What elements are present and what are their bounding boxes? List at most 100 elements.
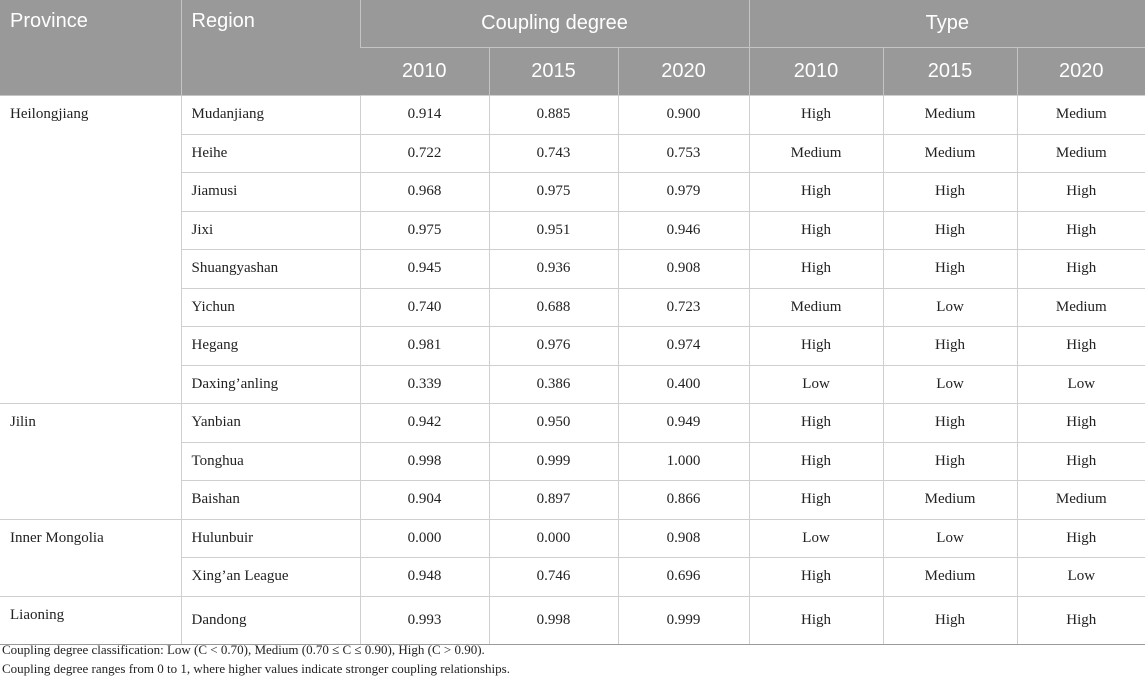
type-cell: Medium [748, 287, 884, 327]
province-cell: Inner Mongolia [0, 518, 182, 597]
header-type-year: 2015 [882, 47, 1018, 96]
province-cell: Heilongjiang [0, 95, 182, 404]
coupling-value-cell: 0.900 [617, 95, 750, 135]
table-row: Liaoning Dandong 0.993 0.998 0.999 High High Hi… [0, 595, 1145, 645]
type-cell: Medium [1016, 133, 1145, 173]
coupling-value-cell: 0.981 [359, 326, 490, 366]
table-row: Jixi 0.975 0.951 0.946 High High High [0, 210, 1145, 250]
coupling-value-cell: 0.975 [359, 210, 490, 250]
type-cell: Low [1016, 364, 1145, 404]
coupling-value-cell: 0.968 [359, 172, 490, 212]
coupling-value-cell: 0.897 [488, 480, 619, 520]
coupling-degree-table: Province Region Coupling degree Type 201… [0, 0, 1145, 645]
coupling-value-cell: 0.976 [488, 326, 619, 366]
region-cell: Mudanjiang [180, 95, 361, 135]
coupling-value-cell: 0.908 [617, 249, 750, 289]
coupling-value-cell: 0.723 [617, 287, 750, 327]
type-cell: High [748, 441, 884, 481]
province-cell: Jilin [0, 403, 182, 520]
table-row: Heilongjiang Mudanjiang 0.914 0.885 0.900 Hig… [0, 95, 1145, 404]
header-coupling-year: 2015 [488, 47, 618, 96]
type-cell: Medium [748, 133, 884, 173]
type-cell: High [748, 95, 884, 135]
header-type-year: 2010 [748, 47, 884, 96]
coupling-value-cell: 0.746 [488, 557, 619, 597]
coupling-value-cell: 0.753 [617, 133, 750, 173]
type-cell: Low [1016, 557, 1145, 597]
coupling-value-cell: 0.743 [488, 133, 619, 173]
province-cell: Liaoning [0, 595, 182, 645]
coupling-value-cell: 0.936 [488, 249, 619, 289]
type-cell: High [882, 326, 1018, 366]
table-body: Heilongjiang Mudanjiang 0.914 0.885 0.900 Hig… [0, 95, 1145, 645]
type-cell: High [748, 326, 884, 366]
coupling-value-cell: 0.400 [617, 364, 750, 404]
type-cell: Medium [1016, 95, 1145, 135]
coupling-value-cell: 0.885 [488, 95, 619, 135]
coupling-value-cell: 0.696 [617, 557, 750, 597]
type-cell: High [748, 595, 884, 645]
coupling-value-cell: 0.914 [359, 95, 490, 135]
coupling-value-cell: 0.945 [359, 249, 490, 289]
note-range: Coupling degree ranges from 0 to 1, wher… [2, 661, 510, 676]
type-cell: High [1016, 518, 1145, 558]
region-cell: Jixi [180, 210, 361, 250]
region-cell: Xing’an League [180, 557, 361, 597]
header-type: Type [748, 0, 1145, 48]
type-cell: Low [882, 287, 1018, 327]
note-classification: Coupling degree classification: Low (C <… [2, 642, 485, 657]
coupling-value-cell: 0.998 [359, 441, 490, 481]
header-coupling-year: 2010 [360, 47, 489, 96]
region-cell: Shuangyashan [180, 249, 361, 289]
type-cell: High [748, 480, 884, 520]
type-cell: High [882, 210, 1018, 250]
type-cell: High [882, 595, 1018, 645]
coupling-value-cell: 0.993 [359, 595, 490, 645]
type-cell: Low [748, 518, 884, 558]
table-row: Heihe 0.722 0.743 0.753 Medium Medium Medium [0, 133, 1145, 173]
type-cell: Medium [1016, 287, 1145, 327]
coupling-value-cell: 0.999 [617, 595, 750, 645]
type-cell: High [882, 403, 1018, 443]
table-row: Baishan 0.904 0.897 0.866 High Medium Medium [0, 480, 1145, 520]
type-cell: High [1016, 172, 1145, 212]
coupling-value-cell: 0.339 [359, 364, 490, 404]
coupling-value-cell: 0.722 [359, 133, 490, 173]
header-coupling-degree: Coupling degree [359, 0, 750, 48]
type-cell: High [748, 557, 884, 597]
region-cell: Jiamusi [180, 172, 361, 212]
region-cell: Hulunbuir [180, 518, 361, 558]
type-cell: High [748, 403, 884, 443]
region-cell: Yanbian [180, 403, 361, 443]
type-cell: Low [748, 364, 884, 404]
type-cell: High [1016, 403, 1145, 443]
table-row: Inner Mongolia Hulunbuir 0.000 0.000 0.908 Lo… [0, 518, 1145, 597]
header-province: Province [0, 0, 181, 96]
table-notes: Coupling degree classification: Low (C <… [2, 640, 510, 678]
type-cell: High [748, 210, 884, 250]
coupling-value-cell: 0.942 [359, 403, 490, 443]
region-cell: Hegang [180, 326, 361, 366]
type-cell: High [1016, 441, 1145, 481]
table-row: Jiamusi 0.968 0.975 0.979 High High High [0, 172, 1145, 212]
type-cell: Medium [882, 480, 1018, 520]
type-cell: Medium [882, 133, 1018, 173]
coupling-value-cell: 0.998 [488, 595, 619, 645]
coupling-value-cell: 0.000 [359, 518, 490, 558]
coupling-value-cell: 0.740 [359, 287, 490, 327]
coupling-value-cell: 0.949 [617, 403, 750, 443]
coupling-value-cell: 0.866 [617, 480, 750, 520]
type-cell: High [1016, 595, 1145, 645]
type-cell: Medium [1016, 480, 1145, 520]
coupling-value-cell: 0.974 [617, 326, 750, 366]
type-cell: Low [882, 518, 1018, 558]
table-row: Hegang 0.981 0.976 0.974 High High High [0, 326, 1145, 366]
type-cell: High [1016, 210, 1145, 250]
region-cell: Baishan [180, 480, 361, 520]
coupling-value-cell: 0.948 [359, 557, 490, 597]
region-cell: Heihe [180, 133, 361, 173]
region-cell: Tonghua [180, 441, 361, 481]
type-cell: Medium [882, 95, 1018, 135]
type-cell: Low [882, 364, 1018, 404]
header-coupling-year: 2020 [617, 47, 750, 96]
